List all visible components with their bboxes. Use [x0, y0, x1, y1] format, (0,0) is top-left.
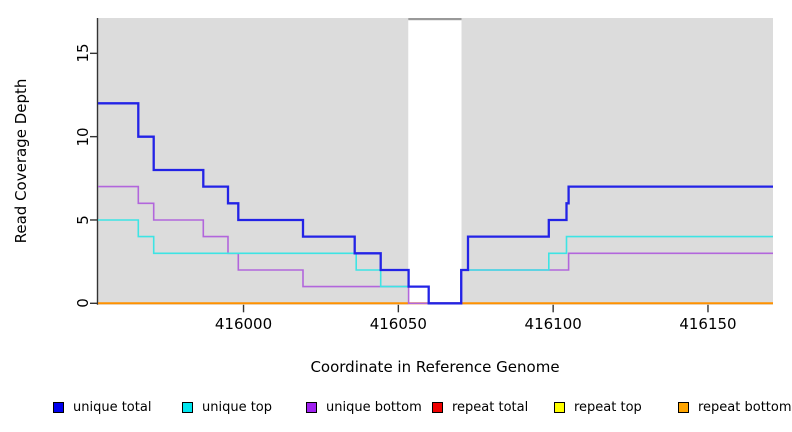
legend-item: repeat total	[432, 398, 528, 416]
legend-swatch	[678, 401, 689, 413]
legend-swatch	[53, 401, 64, 413]
y-axis-title: Read Coverage Depth	[12, 78, 30, 244]
legend-swatch	[306, 401, 317, 413]
legend: unique total unique top unique bottom repea…	[0, 398, 792, 420]
legend-item: unique bottom	[306, 398, 422, 416]
legend-swatch	[182, 401, 193, 413]
legend-item: repeat bottom	[678, 398, 792, 416]
legend-item: repeat top	[554, 398, 642, 416]
gap-band-top-border	[408, 18, 462, 21]
legend-label: unique bottom	[326, 399, 422, 415]
x-tick-label: 416000	[214, 315, 273, 333]
legend-label: unique total	[73, 399, 152, 415]
x-axis-title: Coordinate in Reference Genome	[310, 358, 560, 376]
legend-swatch	[554, 401, 565, 413]
legend-item: unique top	[182, 398, 272, 416]
y-tick-label: 0	[74, 298, 92, 309]
legend-label: repeat top	[574, 399, 642, 415]
x-tick-label: 416100	[524, 315, 582, 333]
legend-label: repeat total	[452, 399, 529, 415]
gap-band	[408, 18, 462, 305]
series-unique-top	[98, 219, 773, 305]
legend-item: unique total	[53, 398, 151, 416]
x-tick-label: 416150	[679, 315, 737, 333]
x-tick-label: 416050	[369, 315, 427, 333]
series-unique-total	[98, 102, 773, 305]
y-tick-label: 5	[74, 215, 92, 225]
y-tick-label: 15	[74, 43, 92, 63]
y-tick-label: 10	[74, 127, 92, 147]
legend-label: repeat bottom	[698, 399, 792, 415]
legend-swatch	[432, 401, 443, 413]
legend-label: unique top	[202, 399, 273, 415]
